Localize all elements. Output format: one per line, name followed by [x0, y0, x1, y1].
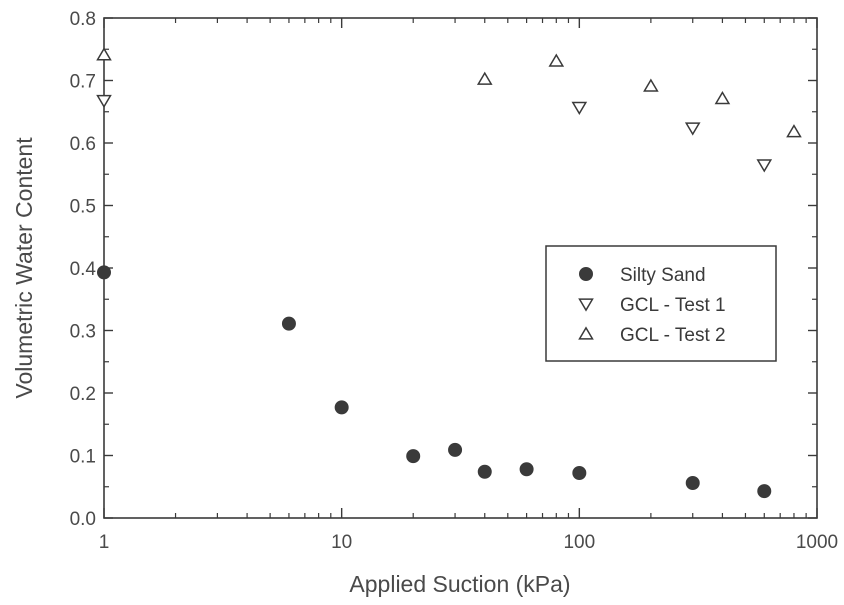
data-point	[571, 101, 588, 116]
legend-marker	[579, 267, 593, 281]
data-point	[476, 71, 493, 85]
legend-items: Silty Sand GCL - Test 1 GCL - Test 2	[578, 265, 726, 346]
x-tick-label: 1000	[796, 532, 838, 553]
legend: Silty Sand GCL - Test 1 GCL - Test 2	[545, 245, 777, 362]
data-point	[406, 449, 421, 464]
series-gcl-test-2	[96, 47, 802, 138]
data-point	[548, 53, 565, 67]
legend-label: GCL - Test 2	[620, 325, 726, 346]
data-points	[96, 47, 802, 499]
data-point	[97, 265, 111, 280]
x-tick-label: 100	[563, 532, 595, 553]
legend-label: GCL - Test 1	[620, 295, 726, 316]
series-silty-sand	[97, 265, 772, 499]
legend-label: Silty Sand	[620, 265, 706, 286]
y-tick-label: 0.8	[70, 9, 96, 30]
data-point	[448, 442, 463, 457]
x-axis-title: Applied Suction (kPa)	[349, 571, 570, 597]
data-point	[477, 464, 492, 479]
y-tick-label: 0.7	[70, 72, 96, 93]
y-tick-label: 0.6	[70, 134, 96, 155]
x-tick-label: 1	[99, 532, 110, 553]
y-axis-title: Volumetric Water Content	[11, 137, 37, 399]
y-tick-label: 0.2	[70, 384, 96, 405]
data-point	[714, 90, 731, 105]
data-point	[756, 159, 773, 173]
y-tick-label: 0.4	[70, 259, 97, 280]
data-point	[685, 476, 700, 490]
data-point	[519, 462, 534, 477]
data-point	[96, 94, 112, 109]
y-tick-label: 0.3	[70, 322, 96, 343]
data-point	[684, 122, 701, 136]
y-tick-label: 0.5	[70, 197, 96, 218]
x-tick-label: 10	[331, 532, 352, 553]
legend-marker	[578, 298, 594, 312]
data-point	[281, 316, 296, 331]
legend-marker	[578, 326, 594, 340]
data-point	[786, 124, 802, 138]
data-point	[96, 47, 112, 61]
series-gcl-test-1	[96, 94, 773, 173]
data-point	[757, 484, 772, 499]
data-point	[572, 466, 587, 480]
data-point	[643, 78, 659, 92]
y-tick-label: 0.0	[70, 509, 96, 530]
y-tick-label: 0.1	[70, 447, 96, 468]
data-point	[334, 400, 349, 415]
